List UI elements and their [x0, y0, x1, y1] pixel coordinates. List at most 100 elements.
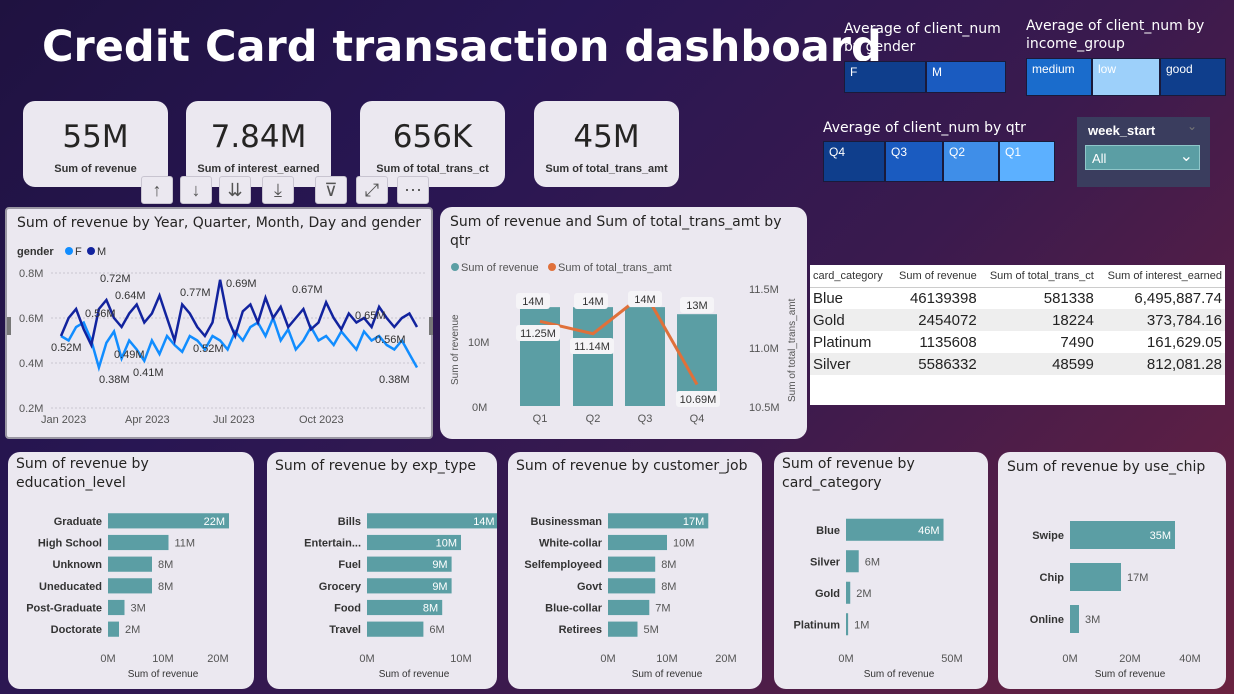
line-label: 11.25M: [520, 328, 556, 340]
drill-down-button[interactable]: ↓: [180, 176, 212, 204]
legend-title: gender: [17, 246, 54, 258]
kpi-card-interest[interactable]: 7.84M Sum of interest_earned: [186, 101, 331, 187]
use-chip-card[interactable]: Sum of revenue by use_chip Swipe 35M Chip 1…: [998, 452, 1226, 689]
week-start-title: week_start: [1088, 123, 1156, 138]
table-cell: 2454072: [918, 311, 977, 329]
customer-job-card[interactable]: Sum of revenue by customer_job Businessm…: [508, 452, 762, 689]
qtr-tile-q3[interactable]: Q3: [885, 141, 943, 182]
bar[interactable]: [608, 621, 638, 637]
line-chart-svg: gender F M 0.8M 0.6M 0.4M 0.2M Jan 2023 …: [7, 246, 433, 426]
bar[interactable]: [608, 513, 709, 529]
table-header[interactable]: Sum of revenue: [899, 269, 977, 282]
hbar-chart-svg: Businessman 17M White-collar 10M Selfemploye…: [524, 513, 737, 680]
kpi-card-revenue[interactable]: 55M Sum of revenue: [23, 101, 168, 187]
y-tick-right: 10.5M: [749, 402, 780, 414]
resize-handle[interactable]: [7, 317, 11, 335]
bar[interactable]: [108, 621, 119, 637]
bar[interactable]: [608, 599, 650, 616]
table-header[interactable]: Sum of total_trans_ct: [989, 269, 1094, 282]
exp-type-card[interactable]: Sum of revenue by exp_type Bills 14M Enter…: [267, 452, 497, 689]
table-row[interactable]: Platinum 1135608 7490 161,629.05: [810, 331, 1225, 353]
next-level-button[interactable]: ⇊: [219, 176, 251, 204]
category-label: Food: [334, 603, 361, 615]
x-tick: Q3: [638, 413, 653, 425]
bar[interactable]: [367, 578, 452, 594]
table-row[interactable]: Silver 5586332 48599 812,081.28: [810, 353, 1225, 375]
category-label: Graduate: [54, 516, 102, 528]
table-total-cell: Total: [814, 383, 852, 400]
table-row[interactable]: Blue 46139398 581338 6,495,887.74: [810, 287, 1225, 309]
line-chart-card[interactable]: Sum of revenue by Year, Quarter, Month, …: [5, 207, 433, 439]
category-label: Unknown: [53, 559, 103, 571]
bar-label: 14M: [582, 296, 603, 308]
table-header[interactable]: card_category: [813, 269, 883, 282]
qtr-tile-q2[interactable]: Q2: [943, 141, 999, 182]
bar[interactable]: [608, 534, 667, 551]
chart-title: Sum of revenue by exp_type: [275, 458, 476, 474]
combo-chart-card[interactable]: Sum of revenue and Sum of total_trans_am…: [440, 207, 807, 439]
bar[interactable]: [1070, 563, 1121, 591]
bar[interactable]: [367, 621, 424, 637]
data-label: 0.65M: [355, 310, 386, 322]
hbar-chart-svg: Swipe 35M Chip 17M Online 3M 0M 20M 40M Sum of re…: [1030, 521, 1201, 680]
bar[interactable]: [846, 613, 849, 636]
bar[interactable]: [367, 513, 497, 529]
data-label: 0.41M: [133, 367, 164, 379]
drill-up-button[interactable]: ↑: [141, 176, 173, 204]
series-line-f[interactable]: [60, 314, 419, 372]
legend-marker-revenue: [451, 263, 459, 271]
gender-tile-f[interactable]: F: [844, 61, 926, 93]
card-category-table[interactable]: card_category Sum of revenue Sum of tota…: [810, 265, 1225, 405]
income-tile-good[interactable]: good: [1160, 58, 1226, 96]
bar[interactable]: [367, 556, 452, 572]
table-total-cell: 655651: [1038, 383, 1092, 400]
focus-mode-icon[interactable]: ⤢: [356, 176, 388, 204]
table-header[interactable]: Sum of interest_earned: [1107, 269, 1222, 282]
kpi-value: 7.84M: [210, 119, 307, 155]
x-tick: 0M: [100, 653, 115, 665]
kpi-value: 55M: [62, 119, 129, 155]
bar-q3[interactable]: [625, 307, 665, 406]
week-start-dropdown[interactable]: All ⌄: [1085, 145, 1200, 170]
more-options-icon[interactable]: ⋯: [397, 176, 429, 204]
trans-amt-line[interactable]: [539, 290, 699, 386]
bar[interactable]: [108, 578, 152, 594]
series-line-m[interactable]: [59, 279, 419, 349]
bar[interactable]: [846, 581, 851, 604]
income-tile-low[interactable]: low: [1092, 58, 1160, 96]
bar[interactable]: [108, 599, 125, 616]
data-label: 5M: [644, 624, 659, 636]
gender-tile-m[interactable]: M: [926, 61, 1006, 93]
bar[interactable]: [1070, 605, 1079, 633]
table-cell: 5586332: [918, 355, 977, 373]
expand-hierarchy-button[interactable]: ⤓: [262, 176, 294, 204]
bar[interactable]: [608, 578, 656, 594]
bar[interactable]: [1070, 521, 1175, 549]
bar[interactable]: [846, 518, 944, 541]
table-row[interactable]: Gold 2454072 18224 373,784.16: [810, 309, 1225, 331]
resize-handle[interactable]: [429, 317, 433, 335]
data-label: 0.69M: [226, 278, 257, 290]
bar[interactable]: [367, 534, 461, 551]
card-category-card[interactable]: Sum of revenue by card_category Blue 46M S…: [774, 452, 988, 689]
bar[interactable]: [108, 556, 152, 572]
filter-icon[interactable]: ⊽: [315, 176, 347, 204]
bar[interactable]: [367, 599, 443, 616]
income-tile-medium[interactable]: medium: [1026, 58, 1092, 96]
bar[interactable]: [846, 550, 859, 573]
y-tick: 0.6M: [19, 313, 43, 325]
kpi-card-trans-amt[interactable]: 45M Sum of total_trans_amt: [534, 101, 679, 187]
category-label: Businessman: [530, 516, 602, 528]
category-label: Doctorate: [51, 624, 102, 636]
kpi-card-trans-ct[interactable]: 656K Sum of total_trans_ct: [360, 101, 505, 187]
x-tick: Apr 2023: [125, 414, 170, 426]
category-label: Grocery: [319, 581, 362, 593]
education-level-card[interactable]: Sum of revenue by education_level Gradua…: [8, 452, 254, 689]
bar[interactable]: [108, 513, 229, 529]
data-label: 8M: [158, 581, 173, 593]
qtr-tile-q1[interactable]: Q1: [999, 141, 1055, 182]
x-axis-title: Sum of revenue: [632, 669, 703, 680]
bar[interactable]: [108, 534, 169, 551]
bar[interactable]: [608, 556, 656, 572]
qtr-tile-q4[interactable]: Q4: [823, 141, 885, 182]
